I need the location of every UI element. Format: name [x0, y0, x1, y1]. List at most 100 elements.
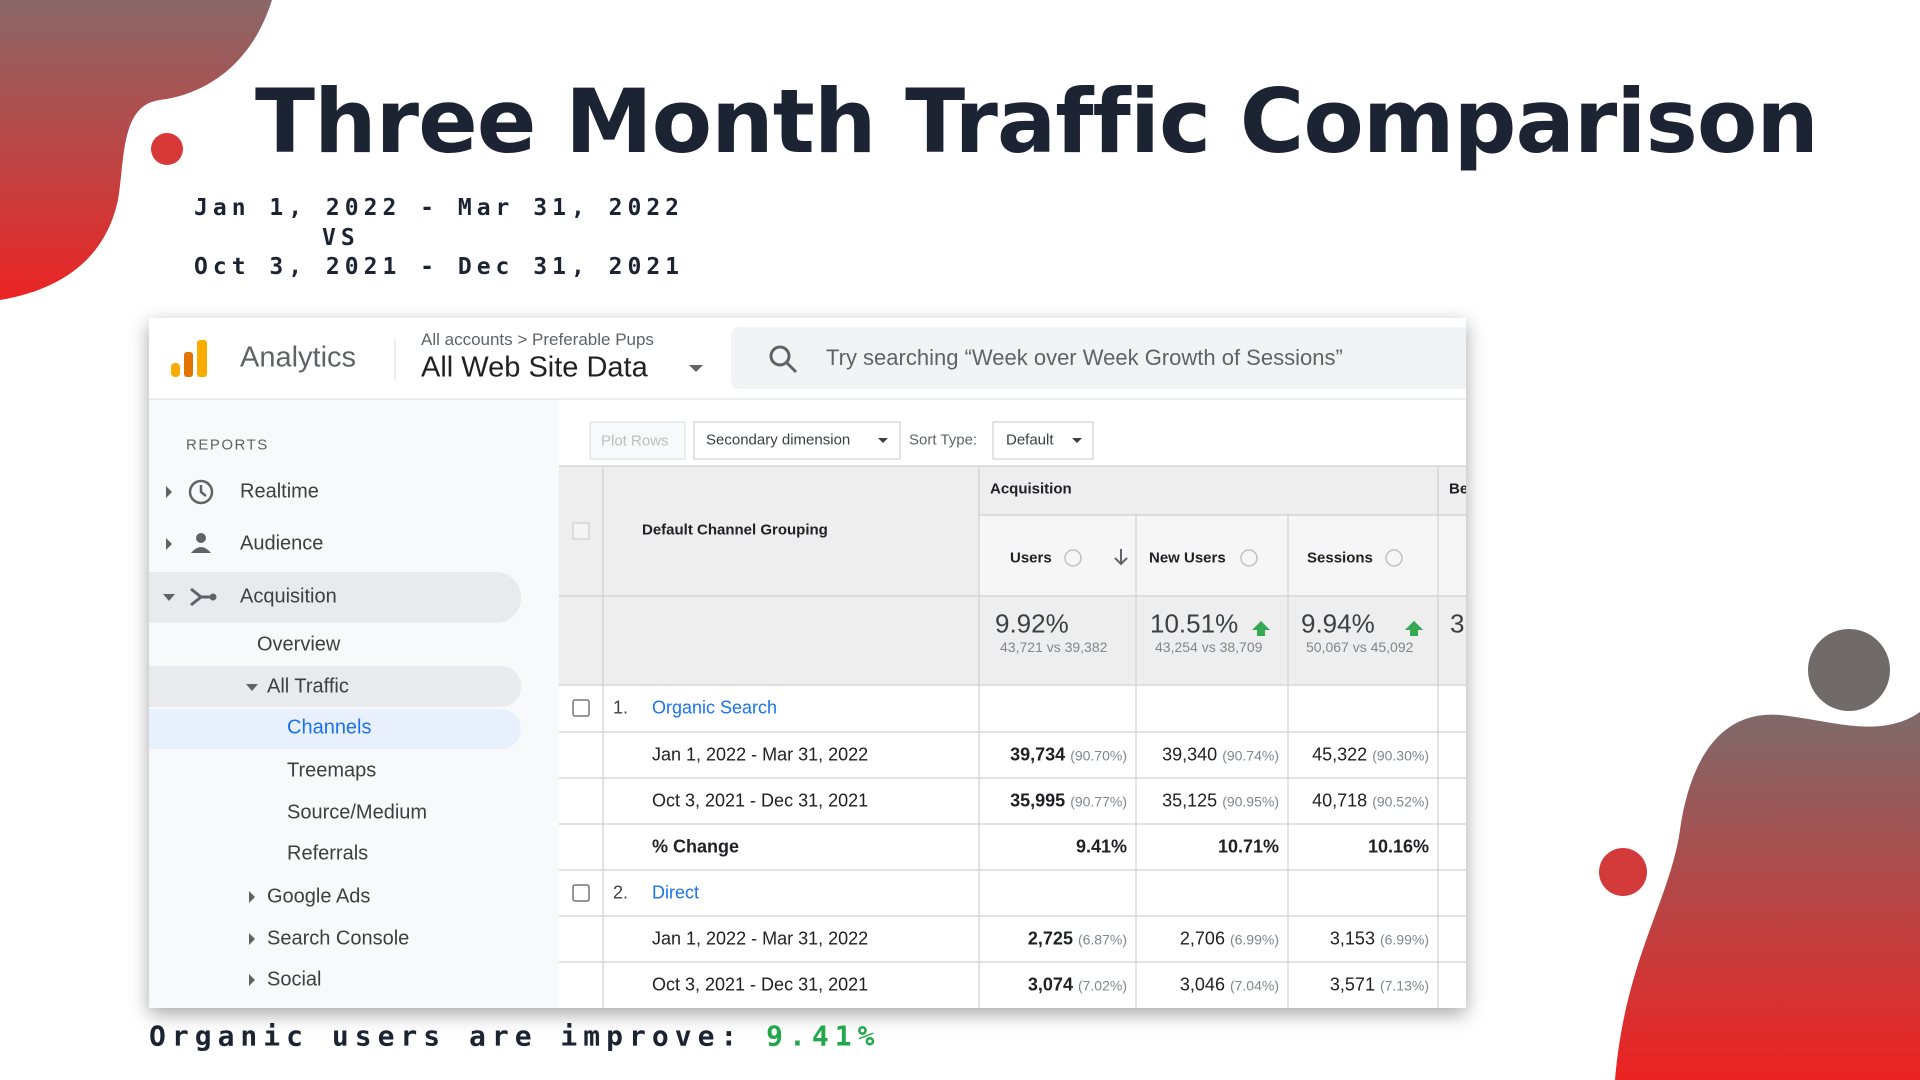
- sidebar-heading: REPORTS: [186, 436, 269, 454]
- cell: 9.41%: [1076, 837, 1127, 858]
- nav-item[interactable]: Realtime: [240, 480, 319, 503]
- view-selector: All Web Site Data: [421, 351, 648, 384]
- secondary-dimension-select[interactable]: [693, 421, 901, 460]
- cell: 39,734 (90.70%): [1010, 745, 1127, 766]
- checkbox[interactable]: [572, 884, 590, 902]
- dot: [1599, 848, 1647, 896]
- column-header: New Users: [1149, 549, 1226, 567]
- dropdown-arrow: [878, 438, 888, 443]
- plot-rows: Plot Rows: [601, 432, 669, 450]
- row-label: Oct 3, 2021 - Dec 31, 2021: [652, 790, 869, 811]
- cell: 3,046 (7.04%): [1180, 975, 1279, 996]
- expand-arrow: [166, 486, 172, 498]
- cell: 35,125 (90.95%): [1162, 791, 1279, 812]
- nav-item[interactable]: Google Ads: [267, 885, 371, 908]
- cell: 10.71%: [1218, 837, 1279, 858]
- date-previous: Oct 3, 2021 - Dec 31, 2021: [194, 254, 685, 280]
- date-vs: VS: [322, 225, 360, 251]
- logo: [197, 340, 207, 377]
- person-icon: [191, 547, 211, 553]
- cell-share: (90.74%): [1222, 747, 1279, 764]
- person-icon: [196, 533, 206, 543]
- cell: 39,340 (90.74%): [1162, 745, 1279, 766]
- up-arrow: [1252, 621, 1423, 636]
- group-header: Be: [1449, 480, 1466, 498]
- search-box[interactable]: [731, 327, 1466, 389]
- nav-item[interactable]: Channels: [287, 716, 372, 739]
- dimension-header: Default Channel Grouping: [642, 521, 828, 539]
- cell: 3,074 (7.02%): [1028, 975, 1127, 996]
- breadcrumb: All accounts > Preferable Pups: [421, 330, 654, 349]
- cell-share: (90.77%): [1070, 793, 1127, 810]
- footer-value: 9.41%: [766, 1019, 881, 1053]
- cell: 45,322 (90.30%): [1312, 745, 1429, 766]
- checkbox[interactable]: [572, 522, 590, 540]
- logo: [171, 363, 180, 377]
- cell: 40,718 (90.52%): [1312, 791, 1429, 812]
- dot: [1808, 629, 1890, 711]
- dropdown-arrow: [1072, 438, 1082, 443]
- checkbox[interactable]: [572, 699, 590, 717]
- cell-value: 35,125: [1162, 790, 1218, 811]
- column-header: Sessions: [1307, 549, 1373, 567]
- nav-item[interactable]: Social: [267, 968, 322, 991]
- search-icon: [785, 361, 798, 374]
- group-header: Acquisition: [990, 480, 1072, 498]
- footer-label: Organic users are improve:: [149, 1019, 744, 1053]
- cell-value: 39,734: [1010, 744, 1066, 765]
- nav-item[interactable]: Overview: [257, 633, 341, 656]
- expand-arrow: [249, 933, 255, 945]
- sort-value: Default: [1006, 431, 1054, 449]
- cell-share: (6.99%): [1229, 931, 1279, 948]
- cell-value: 35,995: [1010, 790, 1066, 811]
- clock-icon: [188, 479, 214, 505]
- dot: [151, 133, 183, 165]
- nav-item[interactable]: Treemaps: [287, 759, 377, 782]
- channel-link[interactable]: Direct: [652, 882, 700, 903]
- table-grid: [559, 465, 1466, 1008]
- nav-item[interactable]: All Traffic: [267, 675, 349, 698]
- nav-item[interactable]: Search Console: [267, 927, 410, 950]
- cell: 10.16%: [1368, 837, 1429, 858]
- cell-value: 10.71%: [1217, 836, 1279, 857]
- channel-link[interactable]: Organic Search: [652, 697, 778, 718]
- blob: [1615, 712, 1920, 1080]
- cell-value: 40,718: [1312, 790, 1368, 811]
- app-name: Analytics: [240, 341, 357, 374]
- cell-share: (90.70%): [1070, 747, 1127, 764]
- total-change: 9.94%: [1301, 608, 1375, 639]
- nav-item[interactable]: Referrals: [287, 842, 369, 865]
- nav-item[interactable]: Acquisition: [240, 585, 337, 608]
- cell: 3,571 (7.13%): [1330, 975, 1429, 996]
- cell: 3,153 (6.99%): [1330, 929, 1429, 950]
- row-label: Oct 3, 2021 - Dec 31, 2021: [652, 974, 869, 995]
- plot-rows-button[interactable]: [589, 421, 686, 460]
- sort-arrow: [1114, 549, 1128, 566]
- collapse-arrow: [246, 684, 258, 691]
- logo: [184, 352, 193, 377]
- dropdown-arrow: [689, 365, 703, 372]
- acquisition-icon: [209, 593, 217, 601]
- cell-value: 9.41%: [1075, 836, 1127, 857]
- cell-share: (7.04%): [1229, 977, 1279, 994]
- cell-value: 39,340: [1162, 744, 1218, 765]
- table-subheader-bg: [979, 515, 1466, 596]
- blob: [0, 0, 272, 300]
- expand-arrow: [166, 538, 172, 550]
- help-icon: [1064, 549, 1403, 567]
- search-icon: [769, 345, 791, 367]
- total-change: 3: [1450, 608, 1465, 639]
- expand-arrow: [249, 891, 255, 903]
- row-index: 2.: [613, 882, 629, 903]
- date-current: Jan 1, 2022 - Mar 31, 2022: [194, 195, 685, 221]
- search-placeholder: Try searching “Week over Week Growth of …: [826, 345, 1343, 370]
- nav-item[interactable]: Audience: [240, 532, 324, 555]
- nav-item[interactable]: Source/Medium: [287, 801, 428, 824]
- row-label: Jan 1, 2022 - Mar 31, 2022: [652, 928, 869, 949]
- total-change: 10.51%: [1150, 608, 1239, 639]
- cell-value: 2,706: [1179, 928, 1225, 949]
- row-label: Jan 1, 2022 - Mar 31, 2022: [652, 744, 869, 765]
- cell-value: 10.16%: [1367, 836, 1429, 857]
